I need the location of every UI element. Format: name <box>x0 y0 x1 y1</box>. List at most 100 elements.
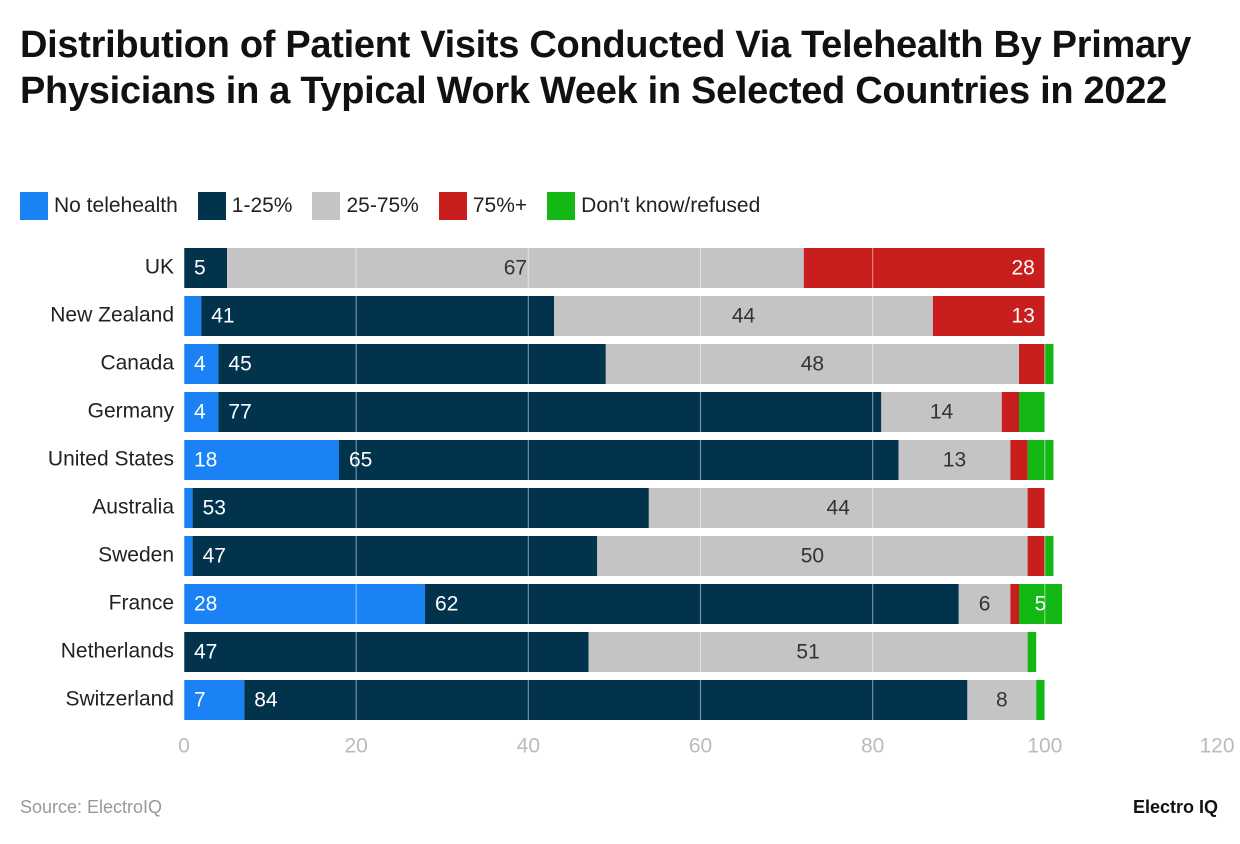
bar-segment <box>1019 392 1045 432</box>
bar-segment <box>1027 536 1045 576</box>
bar-segment <box>184 536 193 576</box>
bar-segment <box>425 584 959 624</box>
bar-segment <box>184 392 219 432</box>
data-label: 28 <box>194 593 217 616</box>
legend-item: 75%+ <box>438 192 528 220</box>
legend-item: 25-75% <box>312 192 419 220</box>
bar-segment <box>881 392 1002 432</box>
bar-segment <box>1027 440 1054 480</box>
data-label: 13 <box>943 449 966 472</box>
bar-segment <box>554 296 933 336</box>
legend-swatch <box>312 192 341 220</box>
legend-label: 75%+ <box>472 194 528 217</box>
data-label: 48 <box>801 353 824 376</box>
x-tick-label: 120 <box>1199 735 1234 758</box>
legend: No telehealth 1-25% 25-75% 75%+ Don't know/r… <box>20 192 760 220</box>
data-label: 84 <box>254 689 278 712</box>
x-tick-label: 100 <box>1027 735 1062 758</box>
bar-segment <box>244 680 968 720</box>
legend-swatch <box>547 192 576 220</box>
y-tick-label: Sweden <box>98 544 174 567</box>
bar-segment <box>1010 584 1020 624</box>
bar-segment <box>1027 488 1045 528</box>
x-tick-label: 80 <box>861 735 884 758</box>
data-label: 47 <box>194 641 217 664</box>
data-label: 7 <box>194 689 206 712</box>
x-tick-label: 60 <box>689 735 712 758</box>
data-label: 44 <box>827 497 851 520</box>
bar-segment <box>588 632 1028 672</box>
bar-segment <box>184 248 228 288</box>
data-label: 41 <box>211 305 234 328</box>
y-tick-label: Switzerland <box>65 688 174 711</box>
bar-segment <box>898 440 1011 480</box>
data-label: 62 <box>435 593 458 616</box>
bar-segment <box>184 344 219 384</box>
bar-segment <box>192 536 598 576</box>
legend-swatch <box>20 192 48 220</box>
y-tick-label: New Zealand <box>50 304 174 327</box>
data-label: 77 <box>228 401 251 424</box>
data-label: 65 <box>349 449 372 472</box>
y-tick-label: UK <box>145 256 174 279</box>
bar-segment <box>1001 392 1020 432</box>
y-tick-label: United States <box>48 448 174 471</box>
bar-segment <box>605 344 1020 384</box>
bar-segment <box>201 296 555 336</box>
legend-item: Don't know/refused <box>547 192 760 220</box>
data-label: 53 <box>203 497 226 520</box>
legend-label: 25-75% <box>346 194 419 217</box>
data-label: 45 <box>228 353 251 376</box>
bar-segment <box>338 440 899 480</box>
data-label: 51 <box>796 641 819 664</box>
legend-label: 1-25% <box>231 194 293 217</box>
data-label: 67 <box>504 257 527 280</box>
bar-segment <box>803 248 1045 288</box>
bar-segment <box>648 488 1028 528</box>
legend-item: 1-25% <box>197 192 293 220</box>
data-label: 18 <box>194 449 217 472</box>
bar-segment <box>184 440 339 480</box>
bar-segment <box>958 584 1011 624</box>
data-label: 14 <box>930 401 954 424</box>
bar-segment <box>967 680 1037 720</box>
bar-segment <box>184 680 245 720</box>
legend-swatch <box>438 192 467 220</box>
bar-segment <box>1019 584 1063 624</box>
data-label: 6 <box>979 593 991 616</box>
bar-segment <box>218 344 606 384</box>
data-label: 4 <box>194 353 206 376</box>
chart-title: Distribution of Patient Visits Conducted… <box>20 24 1192 112</box>
legend-swatch <box>197 192 226 220</box>
data-label: 5 <box>194 257 206 280</box>
y-tick-label: France <box>109 592 174 615</box>
data-label: 28 <box>1011 257 1034 280</box>
y-tick-label: Australia <box>92 496 174 519</box>
bar-segment <box>1019 344 1045 384</box>
source: Source: ElectroIQ <box>20 797 162 817</box>
bar-segment <box>597 536 1028 576</box>
bar-segment <box>1027 632 1037 672</box>
y-tick-label: Germany <box>88 400 175 423</box>
data-label: 47 <box>203 545 226 568</box>
brand: Electro IQ <box>1133 797 1218 817</box>
bar-segment <box>184 296 202 336</box>
y-tick-label: Netherlands <box>61 640 174 663</box>
bar-segment <box>184 488 193 528</box>
legend-label: No telehealth <box>54 194 178 217</box>
data-label: 50 <box>801 545 824 568</box>
bar-segment <box>184 584 426 624</box>
legend-label: Don't know/refused <box>581 194 761 217</box>
y-tick-label: Canada <box>100 352 174 375</box>
bar-segment <box>1044 344 1054 384</box>
x-tick-label: 20 <box>344 735 367 758</box>
x-tick-label: 0 <box>178 735 190 758</box>
bar-segment <box>192 488 649 528</box>
x-tick-label: 40 <box>517 735 540 758</box>
legend-item: No telehealth <box>20 192 178 220</box>
data-label: 44 <box>732 305 756 328</box>
data-label: 8 <box>996 689 1008 712</box>
bar-segment <box>218 392 882 432</box>
